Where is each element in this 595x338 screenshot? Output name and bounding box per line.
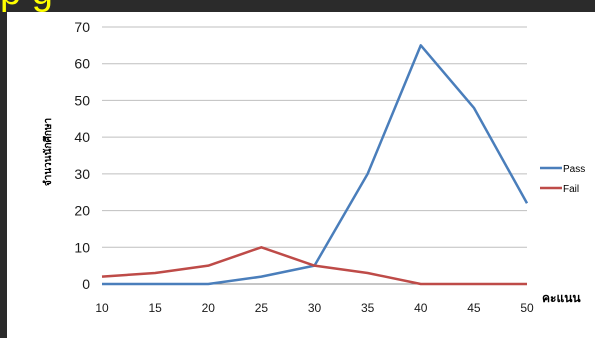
y-tick-label: 50 — [74, 92, 90, 108]
y-tick-label: 20 — [74, 203, 90, 219]
x-tick-label: 40 — [414, 301, 428, 315]
x-axis-label: คะแนน — [542, 291, 581, 305]
x-tick-label: 20 — [202, 301, 216, 315]
y-tick-label: 70 — [74, 19, 90, 35]
x-tick-label: 50 — [520, 301, 534, 315]
y-tick-label: 10 — [74, 239, 90, 255]
y-tick-label: 30 — [74, 166, 90, 182]
legend: Pass Fail — [540, 164, 585, 195]
x-tick-label: 35 — [361, 301, 375, 315]
x-tick-labels: 10 15 20 25 30 35 40 45 50 — [95, 301, 534, 315]
y-tick-label: 40 — [74, 129, 90, 145]
series-lines — [101, 44, 529, 286]
y-tick-label: 0 — [82, 276, 90, 292]
y-tick-labels: 0 10 20 30 40 50 60 70 — [74, 19, 90, 292]
x-tick-label: 30 — [308, 301, 322, 315]
x-tick-label: 25 — [255, 301, 269, 315]
x-tick-label: 15 — [148, 301, 162, 315]
legend-label-pass: Pass — [563, 164, 585, 175]
grid-lines — [102, 26, 527, 285]
slide-title-fragment: p g — [0, 0, 53, 12]
y-tick-label: 60 — [74, 56, 90, 72]
x-tick-label: 45 — [467, 301, 481, 315]
legend-label-fail: Fail — [563, 184, 579, 195]
series-line-fail — [101, 246, 527, 286]
series-line-pass — [102, 44, 529, 286]
line-chart: 0 10 20 30 40 50 60 70 10 15 20 25 30 35 40 45 50 Pass F… — [42, 19, 585, 315]
x-tick-label: 10 — [95, 301, 109, 315]
chart-panel: 0 10 20 30 40 50 60 70 10 15 20 25 30 35 40 45 50 Pass F… — [7, 12, 595, 338]
y-axis-label: จำนวนนักศึกษา — [42, 118, 54, 186]
